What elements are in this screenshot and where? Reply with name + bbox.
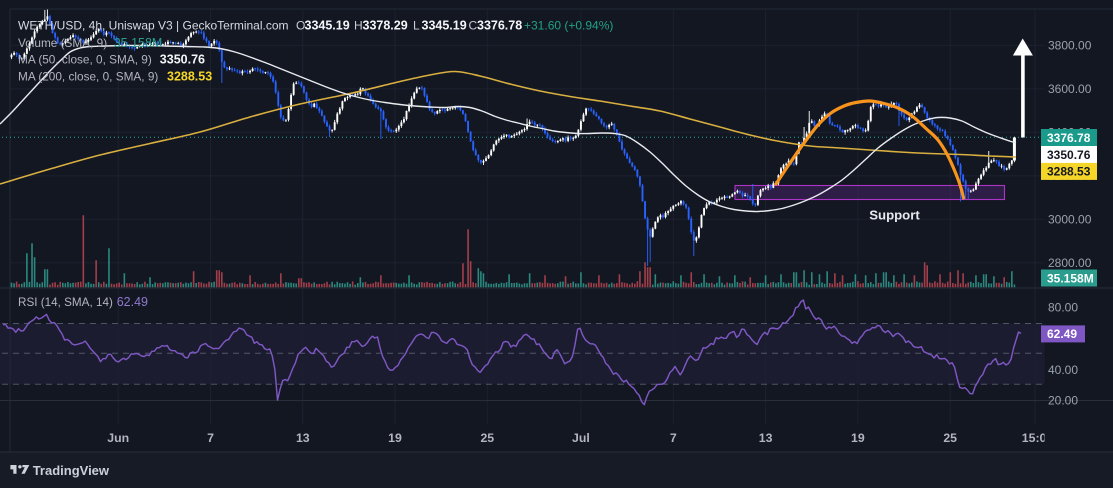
svg-text:35.158M: 35.158M	[114, 36, 163, 50]
svg-text:3288.53: 3288.53	[167, 69, 212, 83]
svg-text:20.00: 20.00	[1048, 394, 1078, 408]
svg-text:3376.78: 3376.78	[477, 19, 522, 33]
svg-text:80.00: 80.00	[1048, 301, 1078, 315]
svg-text:19: 19	[388, 431, 402, 445]
svg-text:MA (50, close, 0, SMA, 9): MA (50, close, 0, SMA, 9)	[18, 53, 152, 67]
svg-text:L: L	[413, 19, 420, 33]
svg-text:Volume (SMA, 9): Volume (SMA, 9)	[18, 36, 107, 50]
svg-text:3350.76: 3350.76	[1047, 148, 1091, 162]
svg-text:Jul: Jul	[572, 431, 590, 445]
svg-text:MA (200, close, 0, SMA, 9): MA (200, close, 0, SMA, 9)	[18, 69, 158, 83]
svg-text:3600.00: 3600.00	[1048, 82, 1092, 96]
svg-text:C: C	[469, 19, 478, 33]
svg-text:40.00: 40.00	[1048, 363, 1078, 377]
svg-text:13: 13	[296, 431, 310, 445]
svg-text:25: 25	[943, 431, 957, 445]
svg-text:7: 7	[207, 431, 214, 445]
svg-text:19: 19	[851, 431, 865, 445]
svg-text:3000.00: 3000.00	[1048, 213, 1092, 227]
svg-text:2800.00: 2800.00	[1048, 256, 1092, 270]
svg-text:3378.29: 3378.29	[363, 19, 408, 33]
svg-text:3350.76: 3350.76	[160, 53, 205, 67]
svg-text:Support: Support	[869, 207, 920, 222]
svg-text:25: 25	[480, 431, 494, 445]
svg-text:35.158M: 35.158M	[1047, 271, 1094, 285]
svg-text:TradingView: TradingView	[33, 463, 110, 478]
svg-text:15:00: 15:00	[1022, 431, 1054, 445]
svg-text:3800.00: 3800.00	[1048, 39, 1092, 53]
svg-text:3288.53: 3288.53	[1047, 165, 1091, 179]
svg-text:O: O	[296, 19, 305, 33]
svg-text:3345.19: 3345.19	[422, 19, 467, 33]
svg-text:H: H	[354, 19, 363, 33]
svg-text:3376.78: 3376.78	[1047, 131, 1091, 145]
svg-text:RSI (14, SMA, 14): RSI (14, SMA, 14)	[18, 296, 113, 309]
svg-text:3345.19: 3345.19	[305, 19, 350, 33]
svg-text:62.49: 62.49	[117, 295, 148, 309]
svg-text:+31.60 (+0.94%): +31.60 (+0.94%)	[524, 19, 613, 33]
svg-text:Jun: Jun	[107, 431, 129, 445]
svg-text:13: 13	[759, 431, 773, 445]
svg-text:WETH/USD, 4h, Uniswap V3 | Gec: WETH/USD, 4h, Uniswap V3 | GeckoTerminal…	[18, 19, 289, 33]
svg-text:7: 7	[670, 431, 677, 445]
svg-text:62.49: 62.49	[1047, 327, 1077, 341]
